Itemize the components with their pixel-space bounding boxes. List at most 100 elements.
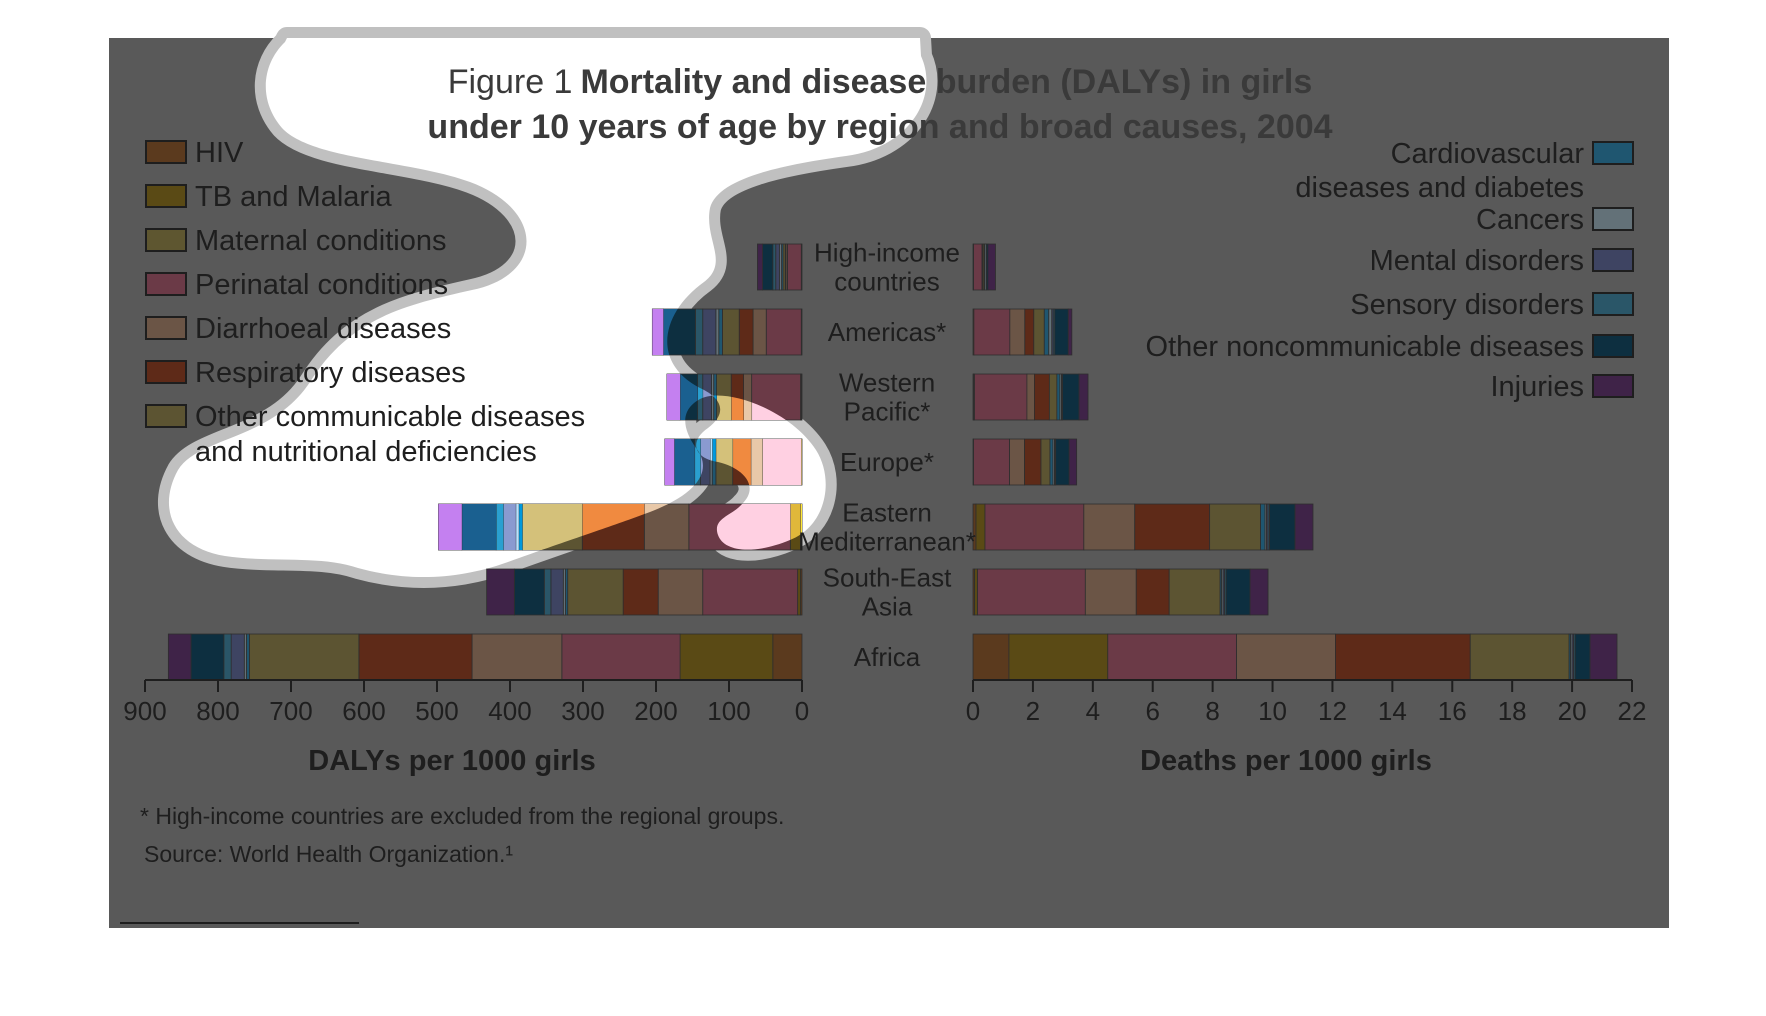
deaths-bar-high-income-countries-injuries	[987, 243, 996, 291]
legend-item-maternal-conditions: Maternal conditions	[145, 225, 446, 257]
legend-item-perinatal-conditions: Perinatal conditions	[145, 269, 448, 301]
deaths-axis-title: Deaths per 1000 girls	[1140, 745, 1432, 777]
region-label-line: Mediterranean*	[798, 527, 976, 557]
deaths-bar-africa-other-noncommunicable-diseases	[1574, 633, 1591, 681]
dalys-chart: 900 800 700 600 500 400 300 200 100 0 DALYs per 10…	[123, 243, 809, 777]
deaths-bar-africa-hiv	[972, 633, 1010, 681]
deaths-bar-americas-injuries	[1067, 308, 1073, 356]
dalys-bar-western-pacific-cardiovascular-diseases-and-diabetes-blob	[713, 374, 717, 420]
deaths-bar-eastern-mediterranean-injuries	[1294, 503, 1314, 551]
deaths-bar-europe-other-communicable-diseases-and-nutritional-deficiencies	[1040, 438, 1051, 486]
dalys-bar-high-income-countries-sensory-disorders	[772, 243, 777, 291]
deaths-bar-eastern-mediterranean-other-noncommunicable-diseases	[1269, 503, 1296, 551]
dalys-bar-africa-sensory-disorders	[223, 633, 232, 681]
deaths-tick-label: 16	[1438, 696, 1467, 726]
deaths-tick-label: 12	[1318, 696, 1347, 726]
deaths-bar-western-pacific-other-communicable-diseases-and-nutritional-deficiencies	[1048, 373, 1058, 421]
deaths-tick-label: 20	[1558, 696, 1587, 726]
legend-item-sensory-disorders: Sensory disorders	[1350, 289, 1634, 321]
legend-swatch	[1592, 374, 1634, 398]
deaths-tick-label: 0	[966, 696, 980, 726]
legend-label: diseases and diabetes	[1295, 172, 1584, 204]
dalys-bar-americas-cardiovascular-diseases-and-diabetes	[718, 308, 723, 356]
legend-label: Cardiovascular	[1391, 138, 1585, 170]
deaths-bar-americas-respiratory-diseases	[1024, 308, 1035, 356]
dalys-tick-label: 400	[488, 696, 531, 726]
region-label-line: Africa	[854, 642, 921, 672]
deaths-bar-eastern-mediterranean-perinatal-conditions	[984, 503, 1085, 551]
legend-item-tb-and-malaria: TB and Malaria	[145, 181, 393, 213]
deaths-bar-africa-diarrhoeal-diseases	[1236, 633, 1336, 681]
dalys-tick-label: 200	[634, 696, 677, 726]
source-note: Source: World Health Organization.¹	[144, 841, 513, 867]
dalys-bar-eastern-mediterranean-mental-disorders-blob	[503, 504, 516, 550]
dalys-tick-label: 900	[123, 696, 166, 726]
legend-swatch	[145, 272, 187, 296]
dalys-bar-south-east-asia-other-noncommunicable-diseases	[513, 568, 545, 616]
deaths-tick-label: 10	[1258, 696, 1287, 726]
dalys-bar-africa-other-communicable-diseases-and-nutritional-deficiencies	[248, 633, 360, 681]
deaths-chart: 0 2 4 6 8 10 12 14 16 18 20 22 Deaths per 1000 girls	[966, 243, 1646, 777]
deaths-bar-europe-cardiovascular-diseases-and-diabetes	[1049, 438, 1054, 486]
region-label-africa: Africa	[854, 642, 921, 672]
legend-item-diarrhoeal-diseases: Diarrhoeal diseases	[145, 313, 451, 345]
deaths-bar-eastern-mediterranean-tb-and-malaria	[975, 503, 986, 551]
dalys-bar-south-east-asia-perinatal-conditions	[702, 568, 799, 616]
dalys-bar-eastern-mediterranean-tb-and-malaria-blob	[790, 504, 801, 550]
deaths-bar-south-east-asia-other-noncommunicable-diseases	[1225, 568, 1251, 616]
dalys-tick-label: 300	[561, 696, 604, 726]
dalys-tick-label: 0	[795, 696, 809, 726]
dalys-bar-americas-diarrhoeal-diseases	[752, 308, 767, 356]
deaths-bar-high-income-countries-perinatal-conditions	[973, 243, 983, 291]
region-label-line: Asia	[862, 592, 913, 622]
deaths-bar-south-east-asia-tb-and-malaria	[974, 568, 978, 616]
dalys-bar-europe-perinatal-conditions-blob	[762, 439, 802, 485]
deaths-bar-western-pacific-diarrhoeal-diseases	[1026, 373, 1035, 421]
legend-left: HIV TB and Malaria Maternal conditions Peri…	[145, 137, 585, 468]
dalys-bar-africa-tb-and-malaria	[679, 633, 774, 681]
legend-swatch	[1592, 292, 1634, 316]
legend-item-hiv: HIV	[145, 137, 244, 169]
legend-item-other-noncommunicable-diseases: Other noncommunicable diseases	[1146, 331, 1634, 363]
dalys-bar-europe-other-noncommunicable-diseases-blob	[674, 439, 695, 485]
dalys-bar-eastern-mediterranean-cancers-blob	[515, 504, 519, 550]
legend-label: Perinatal conditions	[195, 269, 448, 301]
deaths-bar-americas-perinatal-conditions	[973, 308, 1011, 356]
deaths-bar-americas-diarrhoeal-diseases	[1009, 308, 1026, 356]
dalys-bar-africa-respiratory-diseases	[358, 633, 473, 681]
legend-swatch	[1592, 141, 1634, 165]
deaths-bar-western-pacific-perinatal-conditions	[974, 373, 1028, 421]
deaths-bar-eastern-mediterranean-respiratory-diseases	[1134, 503, 1211, 551]
dalys-bar-eastern-mediterranean-sensory-disorders-blob	[496, 504, 504, 550]
deaths-bar-south-east-asia-respiratory-diseases	[1135, 568, 1170, 616]
deaths-bar-eastern-mediterranean-diarrhoeal-diseases	[1083, 503, 1136, 551]
dalys-bar-africa-cardiovascular-diseases-and-diabetes	[246, 633, 250, 681]
deaths-bar-south-east-asia-other-communicable-diseases-and-nutritional-deficiencies	[1168, 568, 1221, 616]
dalys-tick-label: 600	[342, 696, 385, 726]
region-label-high-income-countries: High-income countries	[814, 238, 960, 297]
legend-swatch	[145, 140, 187, 164]
legend-label: Respiratory diseases	[195, 357, 466, 389]
dalys-bar-americas-perinatal-conditions	[765, 308, 802, 356]
dalys-bar-south-east-asia-tb-and-malaria	[797, 568, 801, 616]
deaths-bar-europe-injuries	[1068, 438, 1078, 486]
region-label-south-east-asia: South-East Asia	[823, 563, 952, 622]
legend-label: Mental disorders	[1370, 245, 1584, 277]
deaths-bar-eastern-mediterranean-cardiovascular-diseases-and-diabetes	[1260, 503, 1266, 551]
legend-label: Maternal conditions	[195, 225, 446, 257]
dalys-bar-africa-perinatal-conditions	[561, 633, 681, 681]
region-label-line: Americas*	[828, 317, 946, 347]
figure-title-prefix: Figure 1	[448, 63, 573, 101]
deaths-bar-south-east-asia-diarrhoeal-diseases	[1084, 568, 1137, 616]
deaths-bar-western-pacific-cardiovascular-diseases-and-diabetes	[1056, 373, 1061, 421]
region-label-europe: Europe*	[840, 447, 934, 477]
deaths-bar-americas-other-communicable-diseases-and-nutritional-deficiencies	[1033, 308, 1045, 356]
dalys-bar-americas-sensory-disorders	[695, 308, 704, 356]
legend-label: Other noncommunicable diseases	[1146, 331, 1584, 363]
dalys-tick-label: 100	[707, 696, 750, 726]
deaths-bar-africa-tb-and-malaria	[1008, 633, 1109, 681]
figure-title-line-2: under 10 years of age by region and broa…	[427, 108, 1332, 146]
